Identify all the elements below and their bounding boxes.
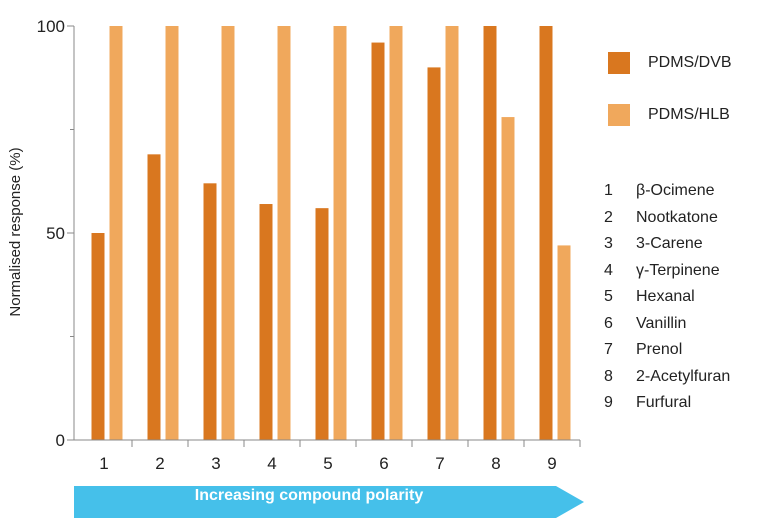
x-tick-label: 3 [211, 454, 220, 473]
bar-pdms-hlb-9 [557, 245, 571, 440]
compound-name: β-Ocimene [636, 182, 715, 200]
compound-name: 2-Acetylfuran [636, 367, 731, 385]
compound-row: 6 Vanillin [604, 311, 730, 338]
bar-pdms-hlb-4 [277, 26, 291, 440]
compound-row: 7 Prenol [604, 337, 730, 364]
bar-pdms-dvb-8 [483, 26, 497, 440]
compound-row: 9 Furfural [604, 390, 730, 417]
compound-list: 1 β-Ocimene 2 Nootkatone 3 3-Carene 4 γ-Terp… [604, 178, 730, 417]
compound-name: Prenol [636, 341, 683, 359]
compound-row: 8 2-Acetylfuran [604, 364, 730, 391]
compound-name: Nootkatone [636, 208, 718, 226]
compound-row: 4 γ-Terpinene [604, 258, 730, 285]
y-tick-label: 0 [56, 431, 65, 450]
x-tick-label: 4 [267, 454, 276, 473]
compound-row: 1 β-Ocimene [604, 178, 730, 205]
bar-pdms-hlb-1 [109, 26, 123, 440]
polarity-label: Increasing compound polarity [194, 487, 424, 504]
bar-pdms-dvb-3 [203, 183, 217, 440]
compound-number: 9 [604, 394, 613, 412]
x-tick-label: 7 [435, 454, 444, 473]
x-tick-label: 9 [547, 454, 556, 473]
compound-row: 3 3-Carene [604, 231, 730, 258]
compound-number: 4 [604, 261, 613, 279]
x-tick-label: 8 [491, 454, 500, 473]
compound-row: 2 Nootkatone [604, 205, 730, 232]
compound-number: 6 [604, 314, 613, 332]
compound-name: Vanillin [636, 314, 687, 332]
compound-number: 2 [604, 208, 613, 226]
x-tick-label: 2 [155, 454, 164, 473]
bar-pdms-hlb-7 [445, 26, 459, 440]
legend-item-pdms-hlb: PDMS/HLB [608, 104, 730, 126]
compound-name: 3-Carene [636, 235, 703, 253]
y-axis-title: Normalised response (%) [7, 147, 24, 316]
bar-pdms-dvb-7 [427, 67, 441, 441]
y-tick-label: 50 [46, 224, 65, 243]
compound-name: γ-Terpinene [636, 261, 720, 279]
legend-label-pdms-hlb: PDMS/HLB [648, 106, 730, 123]
legend-label-pdms-dvb: PDMS/DVB [648, 54, 732, 71]
compound-row: 5 Hexanal [604, 284, 730, 311]
bar-pdms-hlb-8 [501, 117, 515, 440]
compound-number: 7 [604, 341, 613, 359]
compound-number: 3 [604, 235, 613, 253]
legend-item-pdms-dvb: PDMS/DVB [608, 52, 732, 74]
bar-pdms-dvb-4 [259, 204, 273, 440]
bar-pdms-dvb-9 [539, 26, 553, 440]
compound-number: 5 [604, 288, 613, 306]
bar-pdms-hlb-3 [221, 26, 235, 440]
legend-swatch-pdms-hlb [608, 104, 630, 126]
arrow-shape [74, 486, 584, 518]
legend-swatch-pdms-dvb [608, 52, 630, 74]
bar-pdms-hlb-6 [389, 26, 403, 440]
bar-pdms-hlb-5 [333, 26, 347, 440]
compound-number: 1 [604, 182, 613, 200]
polarity-arrow [74, 486, 584, 518]
x-tick-label: 6 [379, 454, 388, 473]
bar-pdms-dvb-6 [371, 42, 385, 441]
x-tick-label: 1 [99, 454, 108, 473]
y-tick-label: 100 [37, 17, 65, 36]
compound-number: 8 [604, 367, 613, 385]
bar-pdms-dvb-2 [147, 154, 161, 440]
bar-pdms-dvb-5 [315, 208, 329, 440]
compound-name: Furfural [636, 394, 692, 412]
bar-pdms-hlb-2 [165, 26, 179, 440]
x-tick-label: 5 [323, 454, 332, 473]
compound-name: Hexanal [636, 288, 695, 306]
bar-pdms-dvb-1 [91, 233, 105, 440]
